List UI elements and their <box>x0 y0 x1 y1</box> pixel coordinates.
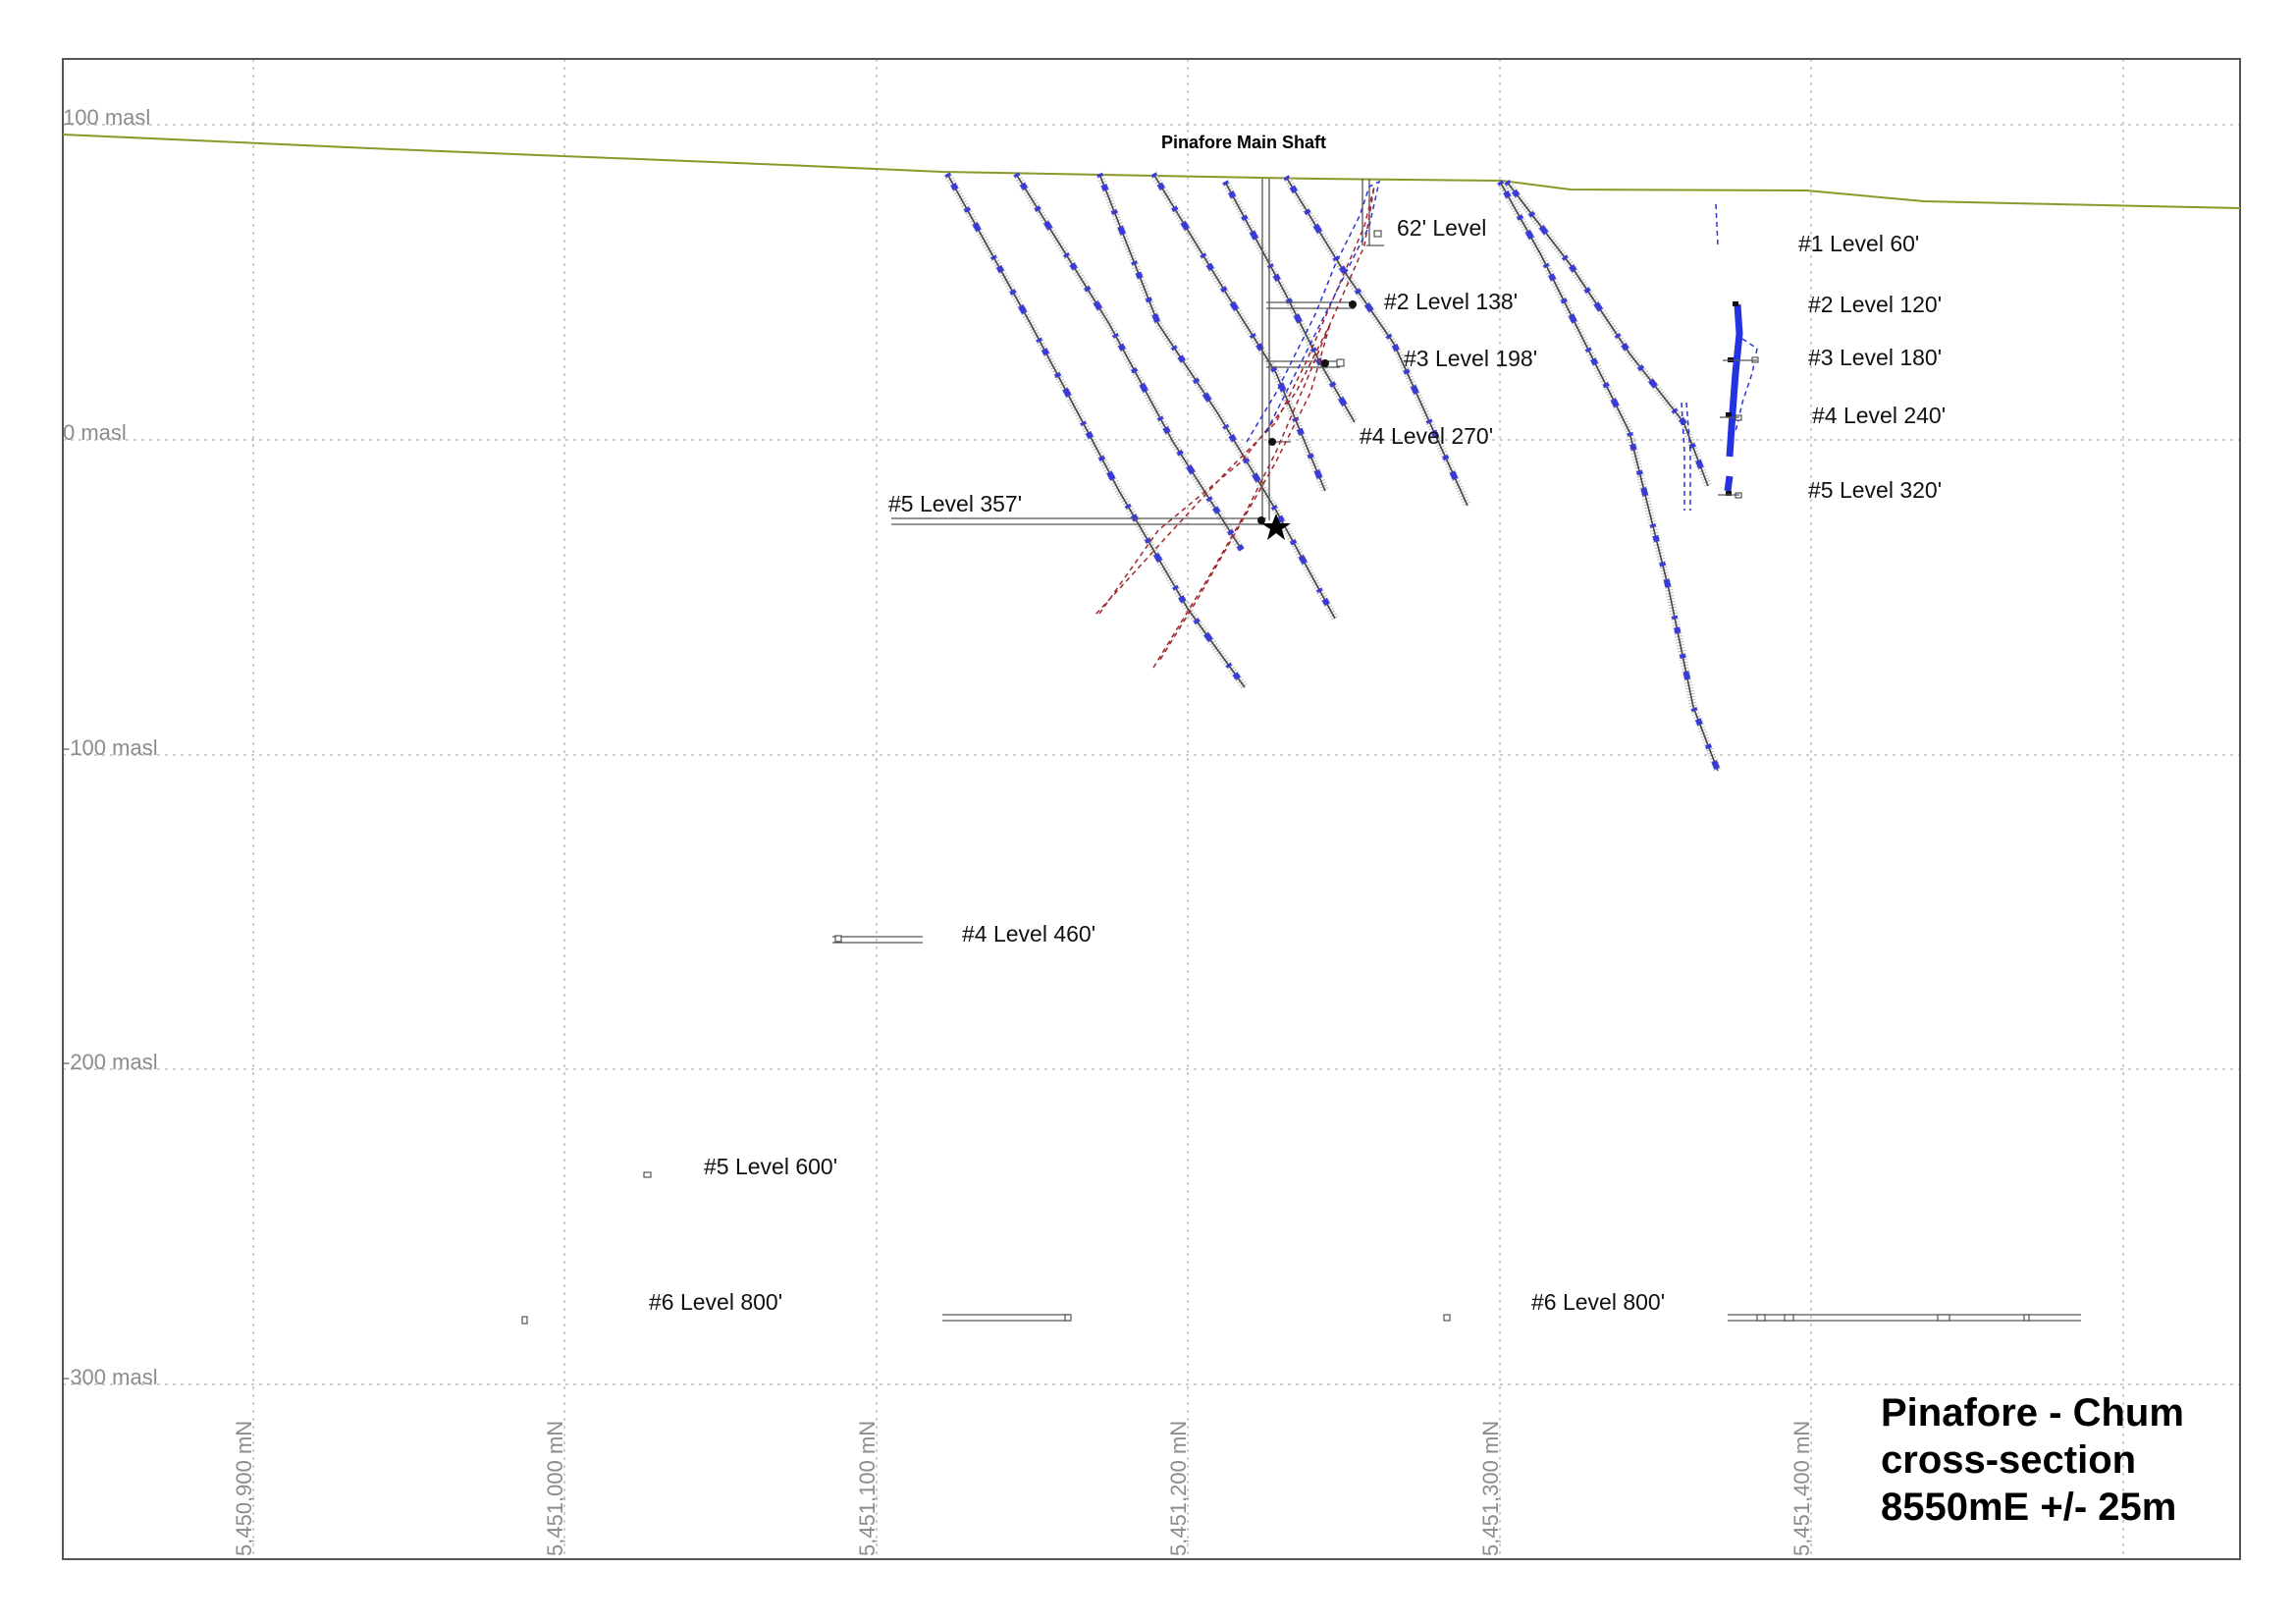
level-label: #4 Level 270' <box>1360 423 1493 449</box>
chum-intervals <box>1681 203 1759 511</box>
level-label: #5 Level 600' <box>704 1154 837 1179</box>
title-line: cross-section <box>1881 1438 2136 1482</box>
level-label: 62' Level <box>1397 215 1486 241</box>
level-label: #3 Level 180' <box>1808 345 1942 370</box>
level-label: #1 Level 60' <box>1798 231 1919 256</box>
elevation-label: 100 masl <box>63 105 150 130</box>
level-label: #5 Level 357' <box>888 491 1022 516</box>
drill-hole-core <box>1149 171 1329 493</box>
elevation-label: -300 masl <box>63 1365 158 1389</box>
level-label: #6 Level 800' <box>649 1289 782 1315</box>
assay-interval <box>1283 175 1470 508</box>
level-label: #5 Level 320' <box>1808 477 1942 503</box>
level-label: #3 Level 198' <box>1404 346 1537 371</box>
drill-hole-core <box>1095 172 1339 621</box>
level-label: #6 Level 800' <box>1531 1289 1665 1315</box>
elevation-label: -200 masl <box>63 1050 158 1074</box>
level-label: #4 Level 240' <box>1812 403 1946 428</box>
assay-interval <box>944 172 1248 689</box>
northing-label: 5,450,900 mN <box>232 1421 256 1556</box>
star-icon <box>1261 514 1291 540</box>
assay-interval <box>1222 180 1358 424</box>
northing-label: 5,451,000 mN <box>543 1421 567 1556</box>
elevation-label: -100 masl <box>63 735 158 760</box>
drill-hole-trace <box>1098 173 1336 620</box>
northing-label: 5,451,200 mN <box>1166 1421 1191 1556</box>
northing-labels: 5,450,900 mN 5,451,000 mN 5,451,100 mN 5… <box>232 1421 1814 1556</box>
level-label: #4 Level 460' <box>962 921 1095 947</box>
assay-interval <box>1096 172 1338 621</box>
level-label: #2 Level 138' <box>1384 289 1518 314</box>
topography-line <box>62 134 2241 209</box>
drill-hole-trace <box>1499 181 1719 772</box>
drill-hole-trace <box>1015 173 1243 551</box>
pinafore-drifts <box>521 179 2081 1325</box>
northing-label: 5,451,100 mN <box>855 1421 880 1556</box>
title-line: 8550mE +/- 25m <box>1881 1486 2176 1529</box>
plot-frame <box>62 58 2241 1560</box>
drill-hole-core <box>1503 179 1712 488</box>
elevation-labels: 100 masl 0 masl -100 masl -200 masl -300… <box>63 105 158 1389</box>
level-label: #2 Level 120' <box>1808 292 1942 317</box>
shaft-label: Pinafore Main Shaft <box>1161 133 1326 152</box>
northing-label: 5,451,300 mN <box>1478 1421 1503 1556</box>
pinafore-wireframes <box>1094 180 1381 669</box>
pinafore-shaft <box>1261 179 1270 520</box>
title-line: Pinafore - Chum <box>1881 1391 2184 1435</box>
drill-holes <box>943 171 1722 773</box>
elevation-label: 0 masl <box>63 420 127 445</box>
grid-lines <box>63 59 2240 1559</box>
assay-interval <box>1150 172 1328 493</box>
level-labels: 62' Level #2 Level 138' #3 Level 198' #4… <box>649 215 1946 1315</box>
drill-hole-trace <box>1152 173 1326 492</box>
assay-interval <box>1504 180 1711 488</box>
drill-hole-trace <box>1506 181 1709 487</box>
section-title: Pinafore - Chum cross-section 8550mE +/-… <box>1881 1391 2184 1529</box>
northing-label: 5,451,400 mN <box>1789 1421 1814 1556</box>
